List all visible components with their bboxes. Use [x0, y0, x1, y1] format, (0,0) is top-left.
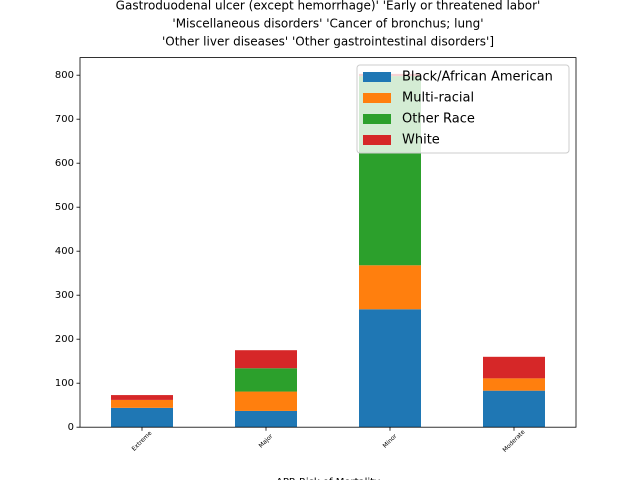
legend-label: Multi-racial	[402, 91, 474, 106]
bar-segment	[111, 399, 173, 408]
y-tick-label: 800	[55, 70, 74, 81]
chart-title: 'Miscellaneous disorders' 'Cancer of bro…	[172, 17, 483, 31]
bar-segment	[235, 410, 297, 428]
bar-segment	[235, 368, 297, 392]
bar-segment	[111, 407, 173, 428]
y-tick-label: 0	[68, 422, 74, 433]
y-tick-label: 400	[55, 246, 74, 257]
legend-label: Other Race	[402, 112, 475, 127]
legend-label: Black/African American	[402, 70, 553, 85]
legend-swatch	[363, 135, 391, 145]
x-tick-label: Moderate	[501, 428, 526, 453]
x-tick-label: Extreme	[131, 430, 154, 453]
bar-segment	[359, 309, 421, 428]
bar-segment	[235, 391, 297, 411]
chart-title: 'Other liver diseases' 'Other gastrointe…	[162, 35, 494, 49]
y-tick-label: 700	[55, 114, 74, 125]
legend-label: White	[402, 133, 440, 148]
chart-title: Gastroduodenal ulcer (except hemorrhage)…	[116, 0, 541, 13]
bar-segment	[359, 265, 421, 310]
legend-swatch	[363, 93, 391, 103]
bar-segment	[483, 356, 545, 379]
y-tick-label: 200	[55, 334, 74, 345]
legend-swatch	[363, 72, 391, 82]
y-tick-label: 600	[55, 158, 74, 169]
x-axis-label: APR Risk of Mortality	[276, 477, 380, 480]
bar-segment	[111, 395, 173, 400]
y-tick-label: 500	[55, 202, 74, 213]
x-tick-label: Minor	[382, 432, 399, 449]
bar-segment	[483, 378, 545, 391]
x-tick-label: Major	[258, 432, 275, 449]
bar-segment	[483, 390, 545, 428]
legend: Black/African American Multi-racial Other …	[356, 64, 570, 154]
y-tick-label: 100	[55, 378, 74, 389]
y-tick-label: 300	[55, 290, 74, 301]
plot-frame	[79, 57, 577, 428]
legend-swatch	[363, 114, 391, 124]
bar-segment	[235, 350, 297, 369]
legend-frame	[356, 64, 570, 154]
